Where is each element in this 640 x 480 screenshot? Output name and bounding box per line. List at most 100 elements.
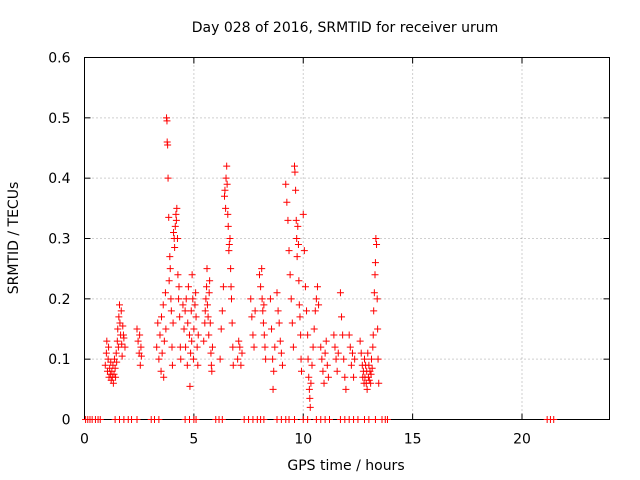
data-point (307, 379, 315, 387)
data-point (300, 247, 308, 255)
data-point (304, 416, 312, 423)
data-point (294, 222, 302, 230)
data-point (171, 244, 179, 252)
data-point (176, 313, 184, 321)
data-point (229, 343, 237, 351)
data-point (165, 213, 173, 221)
axis-ticks (84, 57, 610, 420)
data-point (550, 416, 558, 423)
data-point (189, 295, 197, 303)
y-tick-label: 0.2 (48, 292, 70, 308)
data-point (235, 337, 243, 345)
data-point (371, 259, 379, 267)
data-point (373, 241, 381, 249)
data-point (363, 385, 371, 393)
data-point (313, 283, 321, 291)
data-point (258, 295, 266, 303)
data-point (182, 295, 190, 303)
data-point (250, 343, 258, 351)
data-point (346, 343, 354, 351)
data-point (114, 343, 122, 351)
data-point (177, 355, 185, 363)
data-point (237, 361, 245, 369)
data-point (117, 307, 125, 315)
data-point (121, 343, 129, 351)
data-point (308, 361, 316, 369)
data-point (326, 416, 333, 423)
x-tick-label: 20 (513, 432, 531, 448)
data-point (317, 343, 325, 351)
data-point (364, 349, 372, 357)
data-point (168, 361, 176, 369)
data-point (309, 343, 317, 351)
data-point (160, 373, 168, 381)
data-point (259, 307, 267, 315)
data-point (259, 319, 267, 327)
data-point (167, 295, 175, 303)
data-point (276, 337, 284, 345)
data-point (285, 247, 293, 255)
data-point (204, 313, 212, 321)
data-point (293, 235, 301, 242)
data-point (283, 198, 291, 206)
data-point (223, 180, 231, 188)
data-point (118, 340, 126, 348)
data-point (261, 343, 269, 351)
data-point (347, 361, 355, 369)
data-point (310, 325, 318, 333)
data-point (171, 222, 179, 230)
data-point (371, 271, 379, 279)
data-point (119, 322, 127, 330)
data-point (284, 216, 292, 224)
data-point (194, 361, 202, 369)
data-point (303, 307, 311, 315)
data-point (291, 168, 299, 176)
data-point (188, 337, 196, 345)
data-point (224, 210, 232, 218)
data-point (169, 319, 177, 327)
data-point (256, 271, 263, 279)
y-axis-label: SRMTID / TECUs (6, 182, 22, 295)
data-point (194, 331, 202, 339)
data-point (228, 295, 235, 303)
data-point (222, 174, 230, 182)
data-point (238, 349, 246, 357)
data-point (299, 210, 307, 218)
data-point (351, 355, 359, 363)
data-point (354, 416, 362, 423)
data-point (160, 337, 168, 345)
data-point (258, 265, 266, 273)
data-point (168, 343, 176, 351)
data-point (247, 295, 255, 303)
data-point (193, 343, 201, 351)
data-point (118, 352, 126, 360)
data-point (203, 301, 211, 309)
data-point (191, 301, 199, 309)
data-point (229, 361, 237, 369)
data-point (227, 265, 235, 273)
data-point (304, 355, 312, 363)
data-point (374, 325, 382, 333)
data-point (305, 373, 313, 381)
data-point (373, 295, 381, 303)
data-point (187, 307, 195, 315)
data-point (269, 355, 277, 363)
data-point (164, 174, 172, 182)
data-point (357, 349, 365, 357)
data-point (297, 355, 305, 363)
data-point (109, 379, 117, 387)
data-point (291, 162, 298, 170)
data-point (333, 367, 341, 375)
data-point (175, 295, 183, 303)
data-point (113, 337, 121, 345)
data-point (334, 349, 342, 357)
data-point (249, 331, 257, 339)
data-point (206, 277, 214, 285)
data-point (342, 385, 350, 393)
data-point (345, 331, 353, 339)
data-point (184, 319, 192, 327)
data-point (336, 289, 344, 297)
data-point (189, 355, 197, 363)
data-point (112, 349, 120, 357)
data-point (133, 416, 141, 423)
